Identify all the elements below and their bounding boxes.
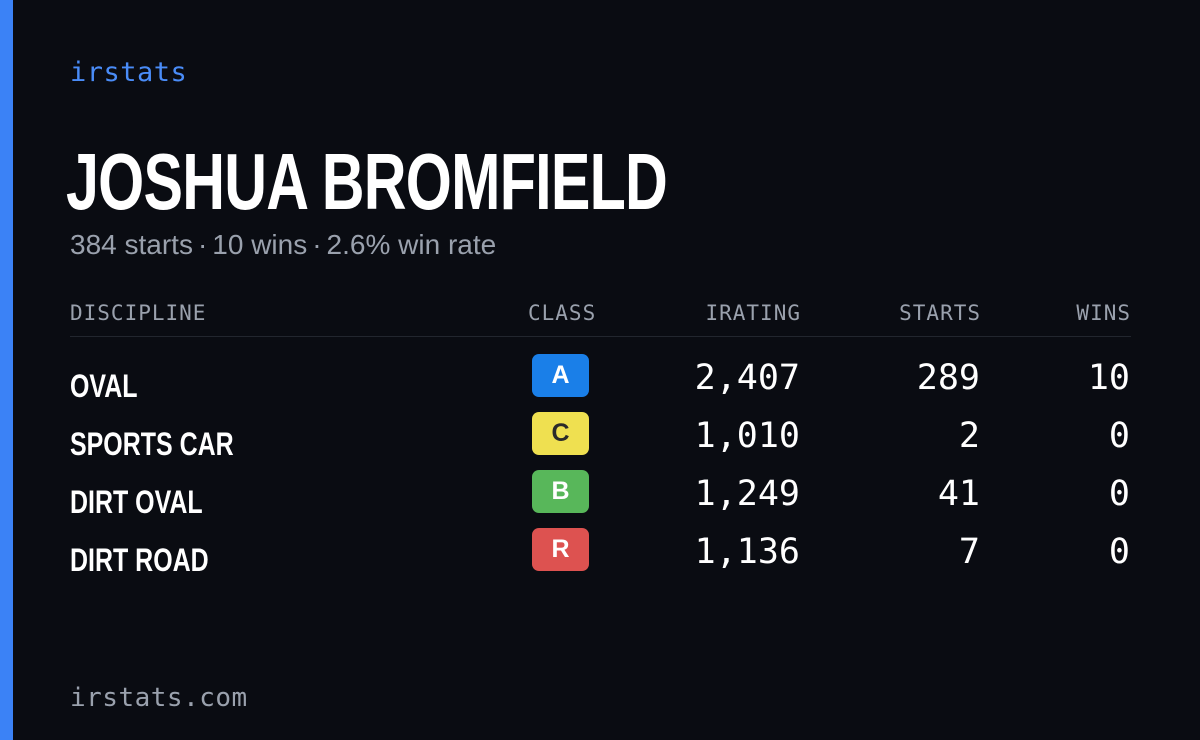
brand-logo-text[interactable]: irstats: [70, 57, 188, 88]
class-badge: R: [532, 528, 589, 571]
row-discipline: SPORTS CAR: [70, 426, 234, 462]
row-starts: 41: [937, 474, 980, 514]
header-wins: WINS: [1076, 301, 1131, 325]
header-class: CLASS: [528, 301, 597, 325]
row-wins: 0: [1108, 532, 1130, 572]
row-wins: 10: [1087, 358, 1130, 398]
table-row: SPORTS CAR C 1,010 2 0: [70, 412, 1131, 470]
row-starts: 2: [958, 416, 980, 456]
row-irating: 2,407: [694, 358, 800, 398]
table-row: DIRT ROAD R 1,136 7 0: [70, 528, 1131, 586]
header-discipline: DISCIPLINE: [70, 301, 207, 325]
summary-starts: 384 starts: [70, 229, 193, 260]
summary-separator: ·: [312, 229, 322, 260]
header-irating: IRATING: [705, 301, 801, 325]
summary-separator: ·: [197, 229, 208, 260]
driver-summary: 384 starts · 10 wins · 2.6% win rate: [70, 227, 496, 263]
header-starts: STARTS: [899, 301, 981, 325]
summary-win-rate: 2.6% win rate: [326, 229, 497, 260]
class-badge: A: [532, 354, 589, 397]
class-badge: B: [532, 470, 589, 513]
table-body: OVAL A 2,407 289 10 SPORTS CAR C 1,010 2…: [70, 354, 1131, 586]
summary-wins: 10 wins: [212, 229, 308, 260]
table-row: OVAL A 2,407 289 10: [70, 354, 1131, 412]
row-discipline: OVAL: [70, 368, 138, 404]
row-wins: 0: [1108, 474, 1130, 514]
table-header: DISCIPLINE CLASS IRATING STARTS WINS: [70, 296, 1131, 337]
row-discipline: DIRT ROAD: [70, 542, 209, 578]
row-irating: 1,249: [694, 474, 800, 514]
row-wins: 0: [1108, 416, 1130, 456]
table-row: DIRT OVAL B 1,249 41 0: [70, 470, 1131, 528]
class-badge: C: [532, 412, 589, 455]
row-irating: 1,010: [694, 416, 800, 456]
discipline-table: DISCIPLINE CLASS IRATING STARTS WINS OVA…: [70, 296, 1131, 586]
footer-url[interactable]: irstats.com: [70, 683, 248, 713]
row-starts: 7: [958, 532, 980, 572]
row-discipline: DIRT OVAL: [70, 484, 203, 520]
driver-name: JOSHUA BROMFIELD: [66, 137, 668, 226]
accent-bar: [0, 0, 13, 740]
row-irating: 1,136: [694, 532, 800, 572]
row-starts: 289: [916, 358, 980, 398]
